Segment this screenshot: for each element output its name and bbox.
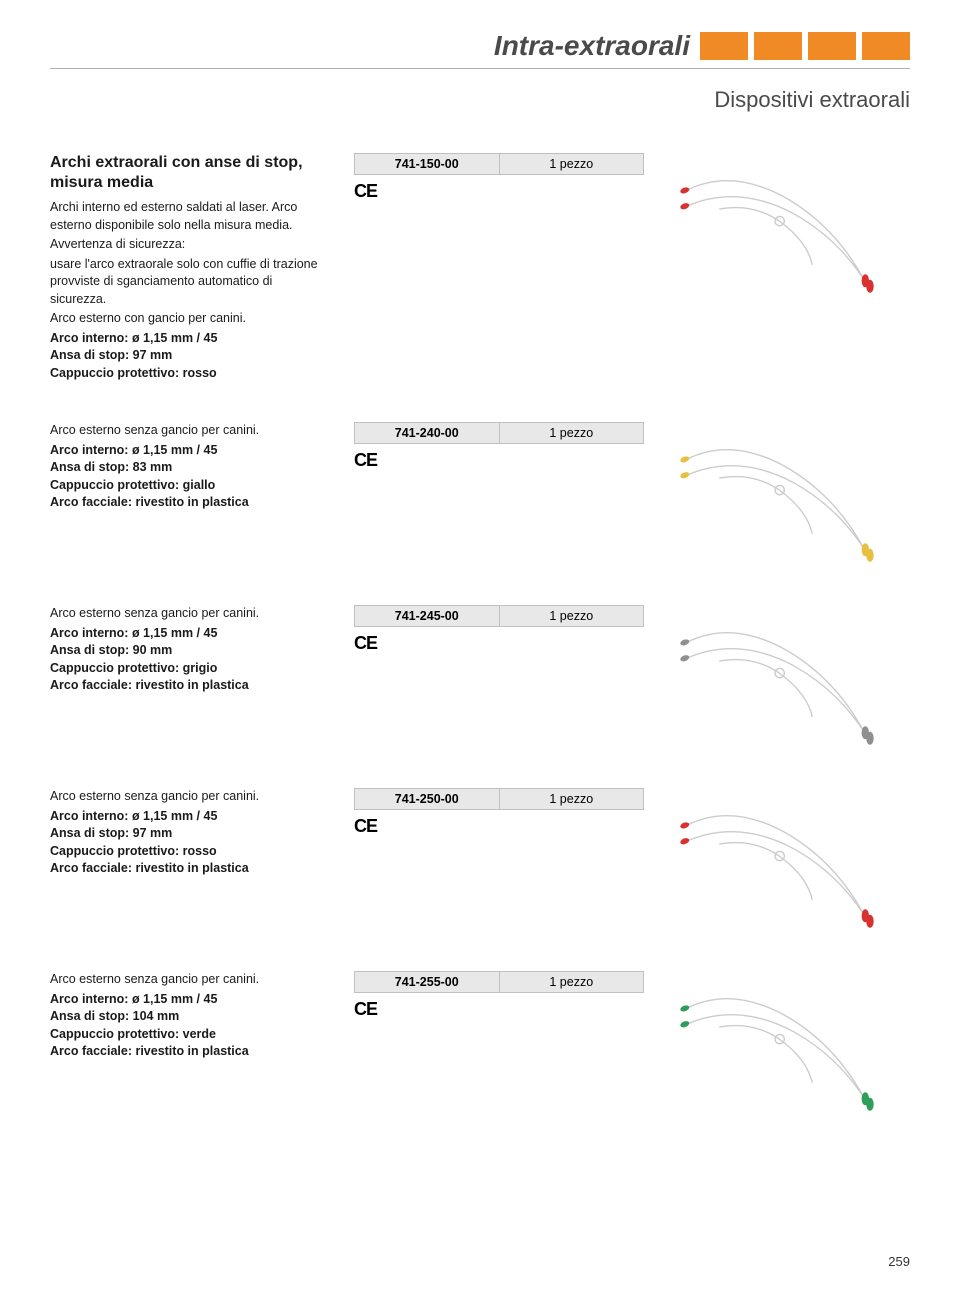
product-reference: 741-245-001 pezzo CE	[354, 605, 644, 748]
product-body-line: Arco esterno con gancio per canini.	[50, 310, 330, 328]
product-illustration	[668, 422, 910, 562]
product-row: Arco esterno senza gancio per canini. Arc…	[50, 422, 910, 565]
reference-qty: 1 pezzo	[500, 971, 645, 993]
ce-mark-icon: CE	[354, 633, 644, 654]
ce-mark-icon: CE	[354, 450, 644, 471]
product-reference: 741-255-001 pezzo CE	[354, 971, 644, 1114]
reference-qty: 1 pezzo	[500, 422, 645, 444]
product-body-line: Avvertenza di sicurezza:	[50, 236, 330, 254]
reference-row: 741-250-001 pezzo	[354, 788, 644, 810]
tab-block	[754, 32, 802, 60]
product-body-line: Arco esterno senza gancio per canini.	[50, 788, 330, 806]
product-spec-line: Cappuccio protettivo: grigio	[50, 660, 330, 678]
reference-qty: 1 pezzo	[500, 153, 645, 175]
product-description: Arco esterno senza gancio per canini. Arc…	[50, 605, 330, 748]
product-description: Arco esterno senza gancio per canini. Arc…	[50, 422, 330, 565]
product-spec-line: Arco facciale: rivestito in plastica	[50, 860, 330, 878]
product-spec-line: Arco facciale: rivestito in plastica	[50, 1043, 330, 1061]
product-spec-line: Ansa di stop: 83 mm	[50, 459, 330, 477]
product-image	[668, 153, 910, 382]
tab-block	[808, 32, 856, 60]
reference-row: 741-150-001 pezzo	[354, 153, 644, 175]
product-image	[668, 788, 910, 931]
product-image	[668, 971, 910, 1114]
product-row: Arco esterno senza gancio per canini. Arc…	[50, 788, 910, 931]
product-body-line: Archi interno ed esterno saldati al lase…	[50, 199, 330, 234]
product-spec-line: Ansa di stop: 104 mm	[50, 1008, 330, 1026]
product-description: Arco esterno senza gancio per canini. Arc…	[50, 971, 330, 1114]
reference-row: 741-245-001 pezzo	[354, 605, 644, 627]
reference-code: 741-240-00	[354, 422, 500, 444]
product-body-line: usare l'arco extraorale solo con cuffie …	[50, 256, 330, 309]
product-spec-line: Arco interno: ø 1,15 mm / 45	[50, 991, 330, 1009]
product-image	[668, 605, 910, 748]
product-spec-line: Ansa di stop: 90 mm	[50, 642, 330, 660]
product-spec-line: Arco interno: ø 1,15 mm / 45	[50, 330, 330, 348]
page-number: 259	[888, 1254, 910, 1269]
product-body-line: Arco esterno senza gancio per canini.	[50, 605, 330, 623]
product-row: Arco esterno senza gancio per canini. Arc…	[50, 605, 910, 748]
product-reference: 741-150-001 pezzo CE	[354, 153, 644, 382]
reference-row: 741-255-001 pezzo	[354, 971, 644, 993]
color-tabs	[700, 32, 910, 60]
reference-code: 741-150-00	[354, 153, 500, 175]
divider	[50, 68, 910, 69]
product-image	[668, 422, 910, 565]
product-spec-line: Cappuccio protettivo: rosso	[50, 843, 330, 861]
page-subtitle: Dispositivi extraorali	[50, 87, 910, 113]
reference-qty: 1 pezzo	[500, 788, 645, 810]
product-illustration	[668, 605, 910, 745]
reference-qty: 1 pezzo	[500, 605, 645, 627]
product-illustration	[668, 971, 910, 1111]
reference-code: 741-255-00	[354, 971, 500, 993]
product-spec-line: Cappuccio protettivo: giallo	[50, 477, 330, 495]
product-row: Arco esterno senza gancio per canini. Arc…	[50, 971, 910, 1114]
product-spec-line: Cappuccio protettivo: verde	[50, 1026, 330, 1044]
ce-mark-icon: CE	[354, 181, 644, 202]
reference-row: 741-240-001 pezzo	[354, 422, 644, 444]
product-spec-line: Ansa di stop: 97 mm	[50, 347, 330, 365]
reference-code: 741-250-00	[354, 788, 500, 810]
product-reference: 741-240-001 pezzo CE	[354, 422, 644, 565]
page-header: Intra-extraorali	[50, 30, 910, 69]
product-heading: Archi extraorali con anse di stop, misur…	[50, 153, 330, 193]
product-spec-line: Cappuccio protettivo: rosso	[50, 365, 330, 383]
product-spec-line: Arco interno: ø 1,15 mm / 45	[50, 625, 330, 643]
product-description: Archi extraorali con anse di stop, misur…	[50, 153, 330, 382]
product-spec-line: Arco facciale: rivestito in plastica	[50, 677, 330, 695]
ce-mark-icon: CE	[354, 816, 644, 837]
product-spec-line: Ansa di stop: 97 mm	[50, 825, 330, 843]
product-illustration	[668, 153, 910, 293]
product-illustration	[668, 788, 910, 928]
product-reference: 741-250-001 pezzo CE	[354, 788, 644, 931]
tab-block	[700, 32, 748, 60]
product-spec-line: Arco facciale: rivestito in plastica	[50, 494, 330, 512]
product-spec-line: Arco interno: ø 1,15 mm / 45	[50, 442, 330, 460]
product-spec-line: Arco interno: ø 1,15 mm / 45	[50, 808, 330, 826]
reference-code: 741-245-00	[354, 605, 500, 627]
product-row: Archi extraorali con anse di stop, misur…	[50, 153, 910, 382]
product-body-line: Arco esterno senza gancio per canini.	[50, 971, 330, 989]
ce-mark-icon: CE	[354, 999, 644, 1020]
product-description: Arco esterno senza gancio per canini. Arc…	[50, 788, 330, 931]
tab-block	[862, 32, 910, 60]
product-body-line: Arco esterno senza gancio per canini.	[50, 422, 330, 440]
section-title: Intra-extraorali	[494, 30, 690, 62]
